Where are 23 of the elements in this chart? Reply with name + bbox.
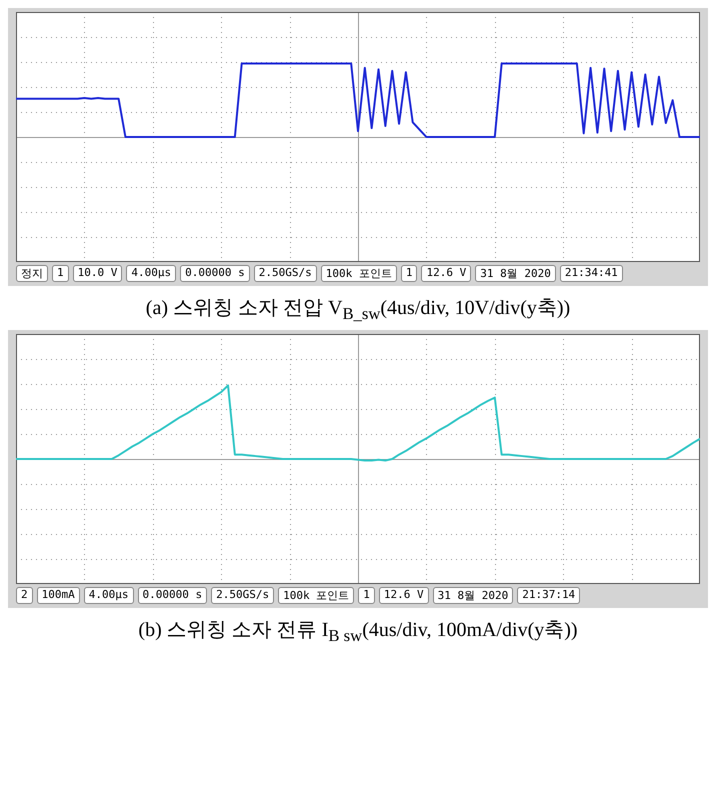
text: 12.6 V	[421, 265, 472, 282]
text: 2.50GS/s	[211, 587, 274, 604]
text: 2.50GS/s	[254, 265, 317, 282]
text: 100k 포인트	[278, 587, 354, 604]
text: 10.0 V	[72, 265, 122, 282]
text: 100k 포인트	[320, 265, 397, 282]
text: 12.6 V	[378, 587, 429, 604]
text: 1	[358, 587, 375, 604]
text: 정지	[16, 265, 48, 282]
text: 100mA	[36, 587, 80, 604]
text: 1	[52, 265, 69, 282]
text: 21:34:41	[560, 265, 623, 282]
text: 21:37:14	[517, 587, 580, 604]
text: (b) 스위칭 소자 전류 I$_{B sw}$(4us/div, 100mA/div(y축))	[137, 618, 579, 646]
text: 1	[400, 265, 418, 282]
text: (a) 스위칭 소자 전압 V$_{B_sw}$(4us/div, 10V/div(y축))	[144, 296, 572, 324]
text: 2	[16, 587, 33, 604]
text: 0.00000 s	[138, 587, 208, 604]
text: 31 8월 2020	[475, 265, 556, 282]
text: 31 8월 2020	[432, 587, 514, 604]
text: 0.00000 s	[180, 265, 250, 282]
text: 4.00µs	[126, 265, 176, 282]
text: 4.00µs	[84, 587, 134, 604]
